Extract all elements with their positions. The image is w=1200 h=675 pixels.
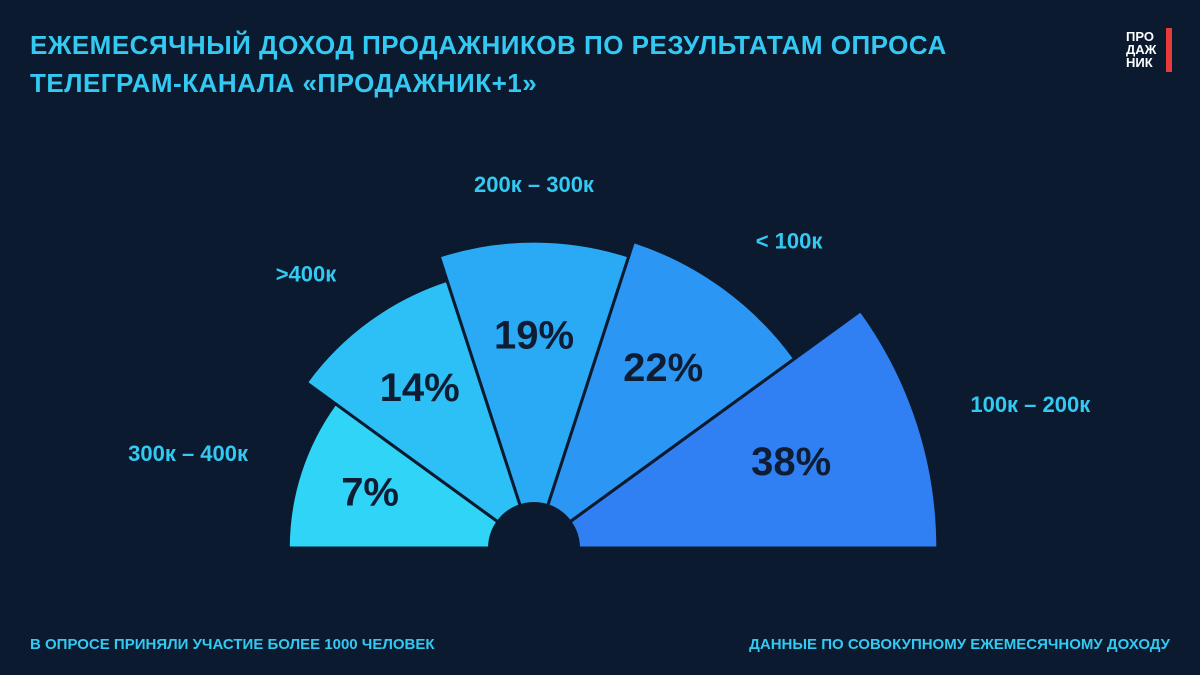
- category-label: 100к – 200к: [970, 392, 1091, 417]
- logo: ПРО ДАЖ НИК: [1126, 30, 1156, 69]
- category-label: 300к – 400к: [128, 441, 249, 466]
- title-line: ТЕЛЕГРАМ-КАНАЛА «ПРОДАЖНИК+1»: [30, 68, 538, 98]
- logo-bar: [1166, 28, 1172, 72]
- wedge: [286, 401, 539, 550]
- wedge: [304, 278, 537, 552]
- title-line: ЕЖЕМЕСЯЧНЫЙ ДОХОД ПРОДАЖНИКОВ ПО РЕЗУЛЬТ…: [30, 30, 947, 60]
- footnote: В ОПРОСЕ ПРИНЯЛИ УЧАСТИЕ БОЛЕЕ 1000 ЧЕЛО…: [30, 636, 435, 653]
- category-label: >400к: [276, 262, 338, 287]
- value-label: 19%: [494, 313, 574, 357]
- category-label: 200к – 300к: [474, 172, 595, 197]
- category-label: < 100к: [756, 229, 824, 254]
- logo-line: ДАЖ: [1126, 42, 1157, 57]
- footnote: ДАННЫЕ ПО СОВОКУПНОМУ ЕЖЕМЕСЯЧНОМУ ДОХОД…: [749, 636, 1170, 653]
- wedge: [531, 239, 797, 552]
- value-label: 7%: [341, 470, 399, 514]
- value-label: 22%: [623, 346, 703, 390]
- wedge: [529, 308, 940, 550]
- value-label: 38%: [751, 440, 831, 484]
- logo-line: ПРО: [1126, 29, 1154, 44]
- hub: [488, 502, 580, 594]
- value-label: 14%: [380, 366, 460, 410]
- logo-line: НИК: [1126, 55, 1153, 70]
- wedge: [437, 239, 631, 553]
